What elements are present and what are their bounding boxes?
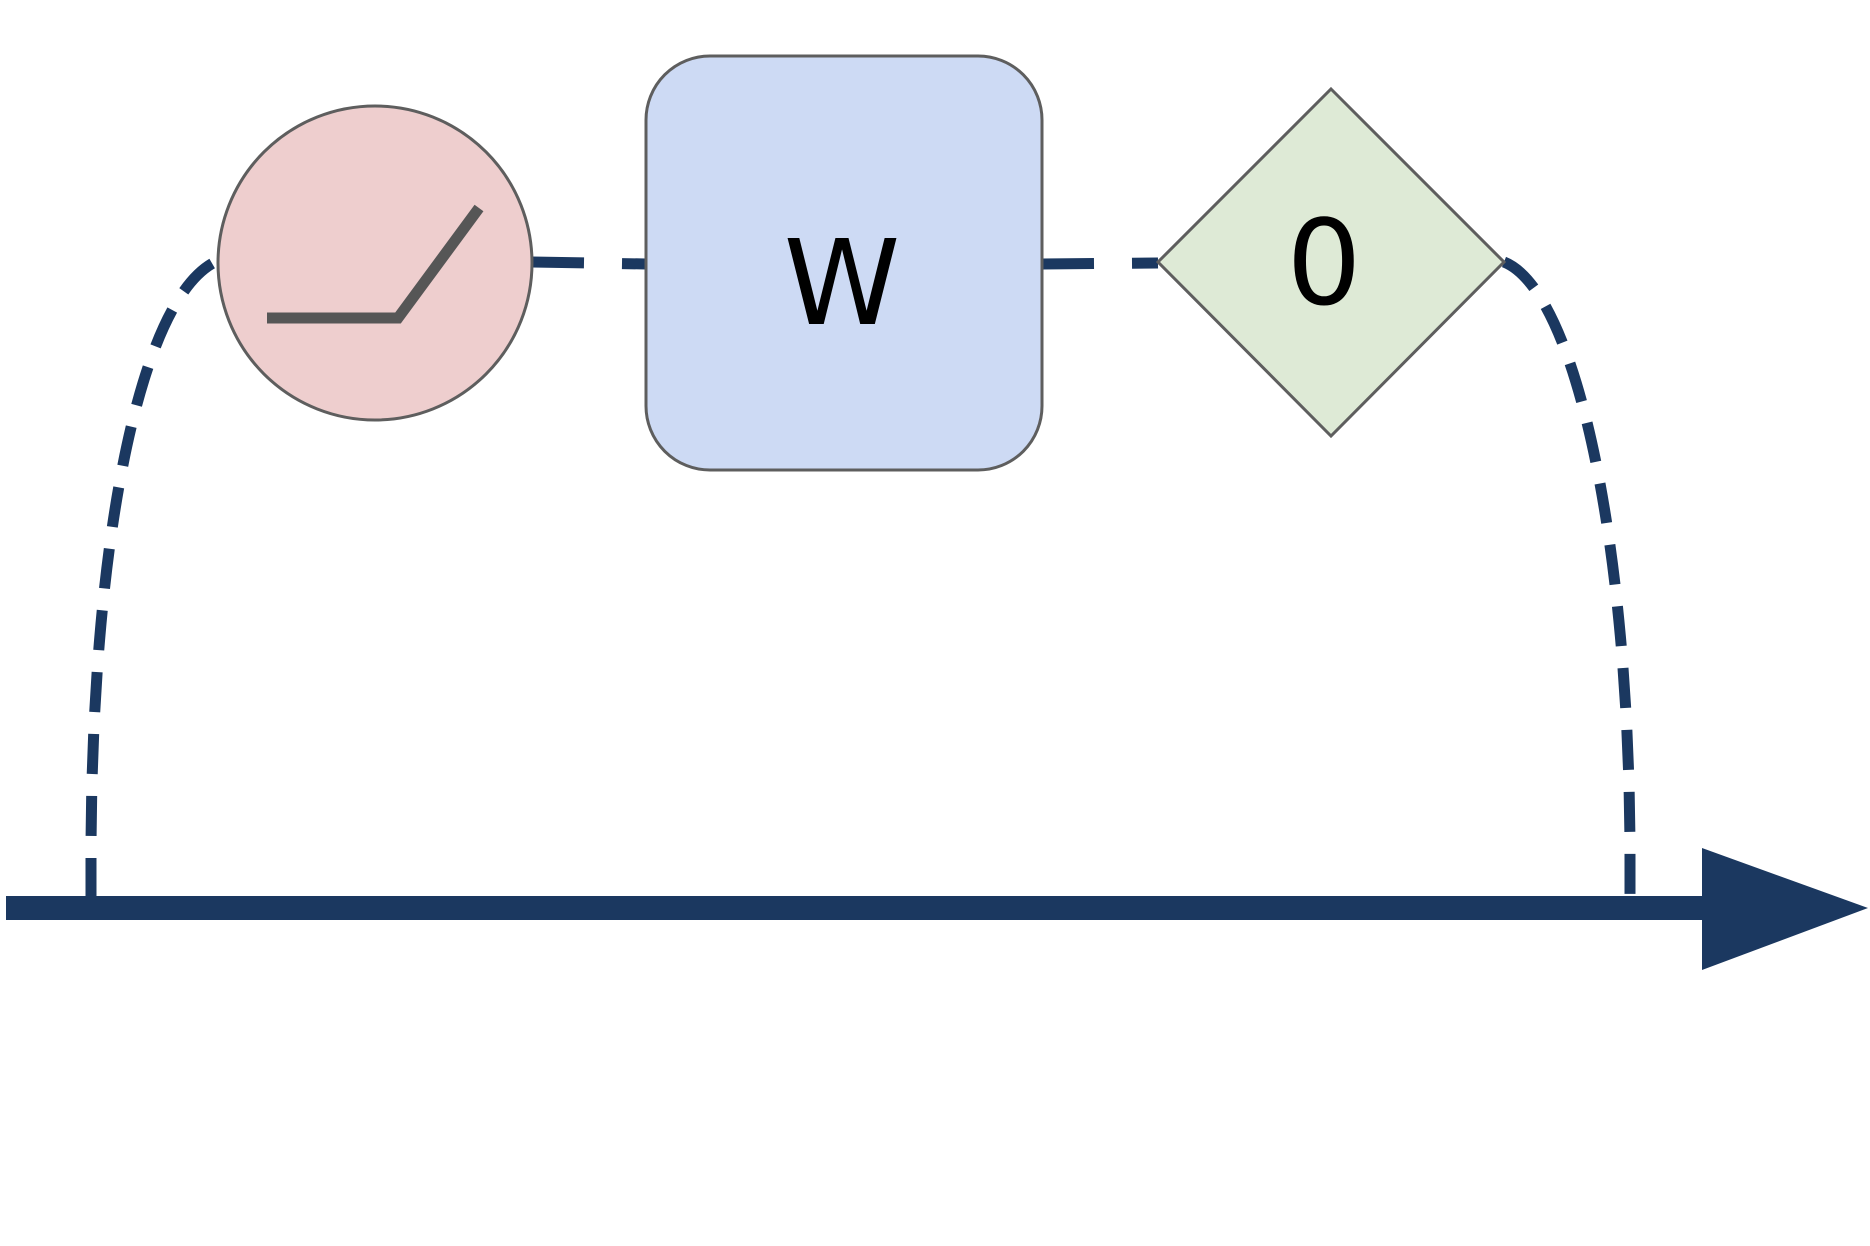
- bypass-path: [85, 256, 1636, 898]
- relu-icon: [267, 204, 484, 324]
- weight-box: [644, 54, 1044, 472]
- connector-activation-to-weight: [531, 256, 647, 270]
- main-arrow: [6, 848, 1868, 970]
- zero-diamond: [1155, 86, 1507, 439]
- weight-label: W: [784, 214, 901, 352]
- weight-node: W: [644, 54, 1044, 472]
- activation-node: [216, 104, 534, 422]
- activation-circle: [216, 104, 534, 422]
- connector-weight-to-zero: [1041, 257, 1159, 270]
- zero-label: 0: [1286, 194, 1361, 332]
- left-dashed-arc: [85, 257, 218, 898]
- main-arrow-head: [1702, 848, 1868, 970]
- right-dashed-arc: [1501, 256, 1636, 898]
- zero-node: 0: [1155, 86, 1507, 439]
